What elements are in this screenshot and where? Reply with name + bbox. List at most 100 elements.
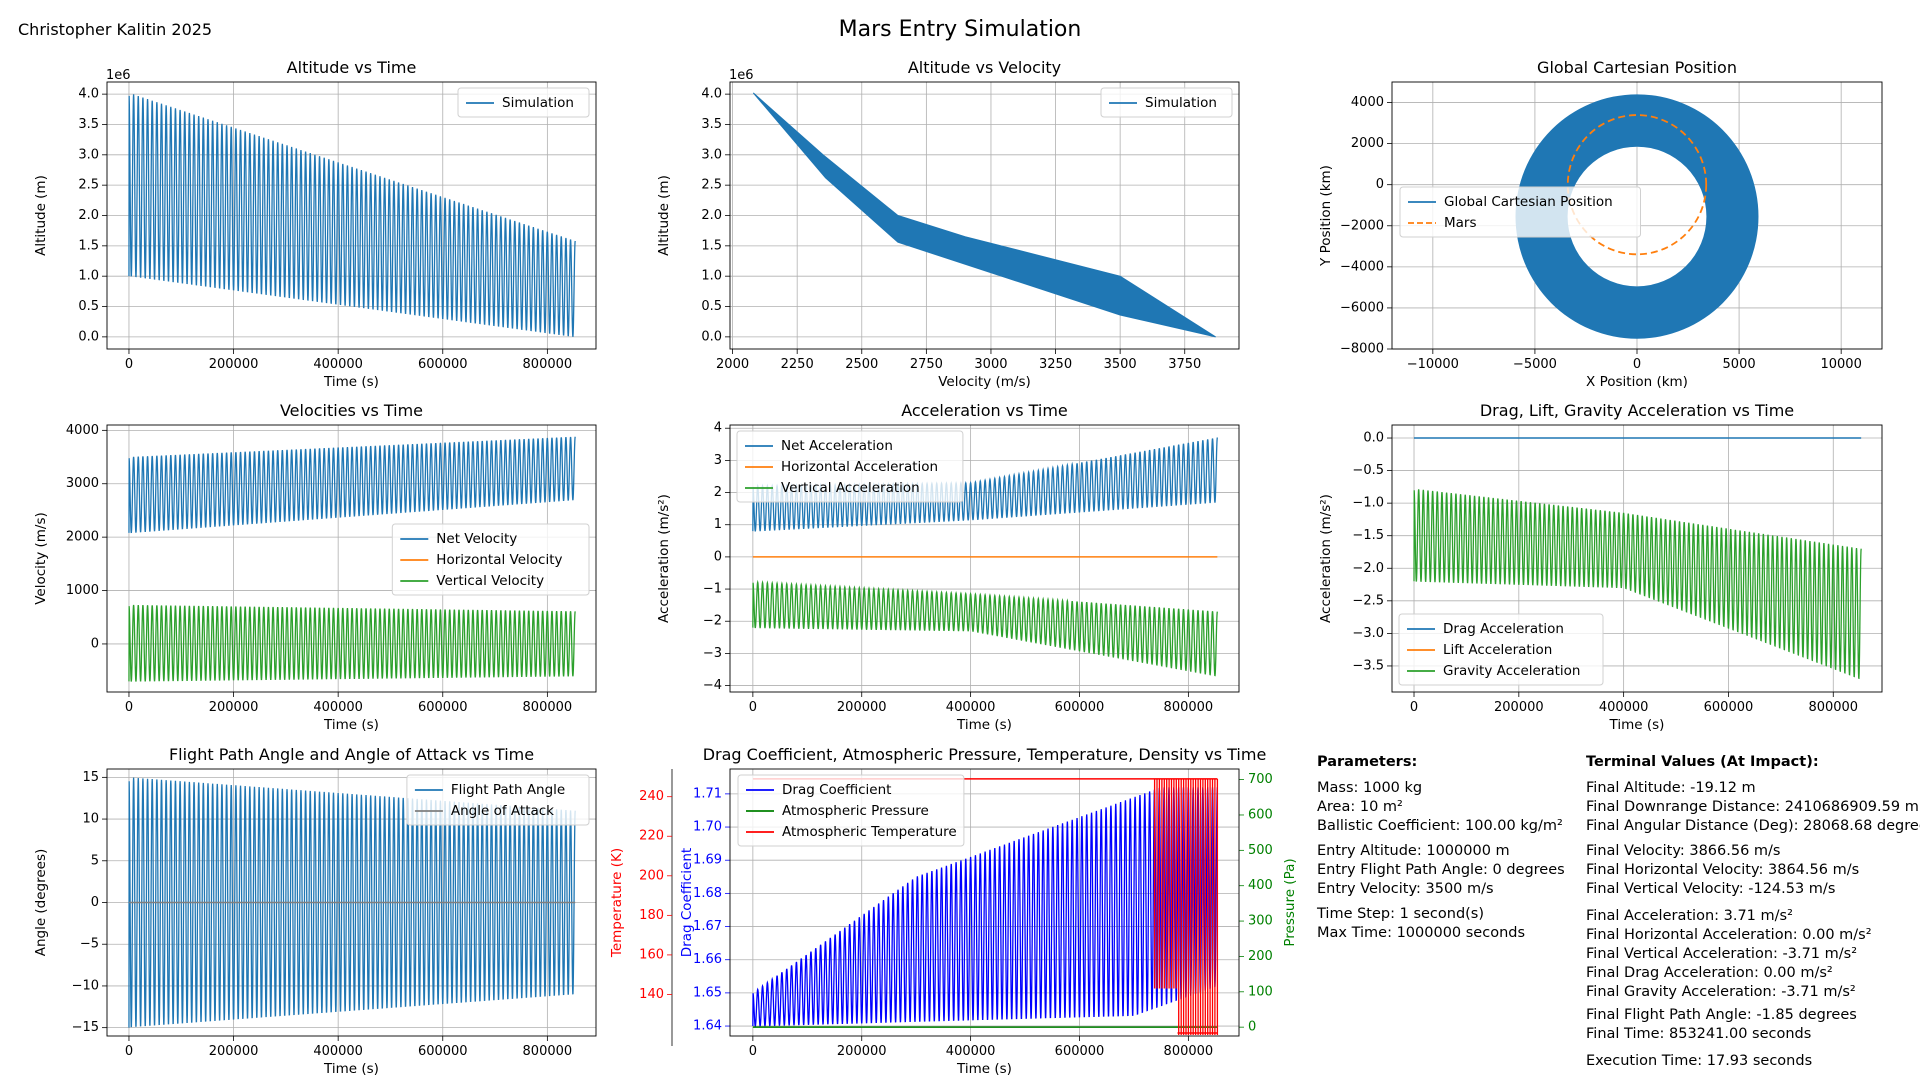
legend-label: Drag Acceleration <box>1443 621 1564 637</box>
chart-title: Flight Path Angle and Angle of Attack vs… <box>169 745 534 764</box>
y-tick-label: 2.5 <box>701 178 722 193</box>
y-tick-label: −1 <box>703 582 722 597</box>
chart-alt-time: 0 200000 400000 600000 800000 0.0 0.5 1.0 1.5 2.0… <box>33 58 596 390</box>
param-line: Max Time: 1000000 seconds <box>1317 924 1525 943</box>
y-tick-label: 5 <box>91 853 99 868</box>
y-axis-label: Acceleration (m/s²) <box>656 494 672 623</box>
y-tick-label: 2.0 <box>701 208 722 223</box>
x-tick-label: 800000 <box>523 357 573 372</box>
legend-label: Net Velocity <box>436 531 517 547</box>
x-tick-label: 200000 <box>1494 700 1544 715</box>
x-tick-label: 600000 <box>418 700 468 715</box>
y-tick-label: 1.65 <box>693 985 722 1000</box>
y-tick-label: 3.0 <box>701 147 722 162</box>
y-axis-label: Drag Coefficient <box>679 848 695 957</box>
y-tick-label: −1.0 <box>1352 496 1384 511</box>
x-tick-label: 0 <box>125 1044 133 1059</box>
y-tick-label: −0.5 <box>1352 463 1384 478</box>
x-tick-label: 0 <box>749 700 757 715</box>
y-tick-label: −5 <box>80 937 99 952</box>
y-tick-label: 1.69 <box>693 853 722 868</box>
x-tick-label: 800000 <box>523 700 573 715</box>
legend-label: Net Acceleration <box>781 438 893 454</box>
terminal-line: Final Flight Path Angle: -1.85 degrees <box>1586 1006 1857 1025</box>
terminal-line: Final Angular Distance (Deg): 28068.68 d… <box>1586 817 1920 836</box>
y-tick-label: −3 <box>703 646 722 661</box>
y-tick-label: −1.5 <box>1352 528 1384 543</box>
y3-axis-label: Temperature (K) <box>609 848 625 958</box>
x-tick-label: 2500 <box>845 357 878 372</box>
y-tick-label: −2000 <box>1340 218 1384 233</box>
x-tick-label: 2000 <box>716 357 749 372</box>
legend: Global Cartesian Position Mars <box>1400 187 1641 237</box>
x-axis-label: Time (s) <box>323 717 379 733</box>
x-tick-label: 3500 <box>1104 357 1137 372</box>
chart-vel-time: 0 200000 400000 600000 800000 0 1000 2000 3000 40… <box>33 401 596 733</box>
param-line: Time Step: 1 second(s) <box>1317 905 1484 924</box>
x-tick-label: 800000 <box>1164 1044 1214 1059</box>
y-tick-label: 4 <box>714 421 722 436</box>
y2-tick-label: 400 <box>1248 878 1273 893</box>
y-tick-label: 1.66 <box>693 952 722 967</box>
y2-tick-label: 0 <box>1248 1020 1256 1035</box>
x-tick-label: 3000 <box>974 357 1007 372</box>
y2-tick-label: 100 <box>1248 984 1273 999</box>
y2-tick-label: 600 <box>1248 807 1273 822</box>
y-tick-label: 4000 <box>1351 95 1384 110</box>
y-tick-label: −4 <box>703 678 722 693</box>
y-tick-label: 1.67 <box>693 919 722 934</box>
y-tick-label: −3.0 <box>1352 626 1384 641</box>
x-tick-label: 200000 <box>209 357 259 372</box>
x-tick-label: 0 <box>125 700 133 715</box>
x-tick-label: 0 <box>1633 357 1641 372</box>
y-tick-label: 2 <box>714 485 722 500</box>
y3-tick-label: 160 <box>639 947 664 962</box>
x-axis-label: Time (s) <box>1609 717 1665 733</box>
y-tick-label: −3.5 <box>1352 658 1384 673</box>
y-tick-label: 1.5 <box>701 238 722 253</box>
chart-alt-vel: 2000 2250 2500 2750 3000 3250 3500 3750 0.0 0.5 1.… <box>656 58 1239 390</box>
terminal-line: Final Velocity: 3866.56 m/s <box>1586 842 1780 861</box>
y-tick-label: 1.71 <box>693 786 722 801</box>
param-line: Entry Flight Path Angle: 0 degrees <box>1317 861 1565 880</box>
chart-title: Drag, Lift, Gravity Acceleration vs Time <box>1480 401 1794 420</box>
legend-label: Gravity Acceleration <box>1443 663 1581 679</box>
x-tick-label: 200000 <box>837 1044 887 1059</box>
y-tick-label: 3000 <box>66 476 99 491</box>
y-tick-label: 0 <box>714 549 722 564</box>
x-axis-label: X Position (km) <box>1586 374 1688 390</box>
y-axis-label: Acceleration (m/s²) <box>1318 494 1334 623</box>
y-tick-label: −2.0 <box>1352 561 1384 576</box>
chart-atmos-time: 0 200000 400000 600000 800000 1.64 1.65 1.66 1.6… <box>609 745 1298 1077</box>
terminal-line: Final Vertical Velocity: -124.53 m/s <box>1586 880 1835 899</box>
terminal-line: Final Horizontal Velocity: 3864.56 m/s <box>1586 861 1859 880</box>
legend-label: Horizontal Velocity <box>436 552 562 568</box>
legend: Drag Coefficient Atmospheric Pressure Atmo… <box>738 775 964 846</box>
param-line: Area: 10 m² <box>1317 798 1403 817</box>
y-tick-label: 0.0 <box>1363 431 1384 446</box>
y-tick-label: 4.0 <box>701 87 722 102</box>
terminal-line: Final Altitude: -19.12 m <box>1586 779 1756 798</box>
y-tick-label: 10 <box>82 812 99 827</box>
y2-tick-label: 200 <box>1248 949 1273 964</box>
legend: Simulation <box>458 88 589 117</box>
param-line: Ballistic Coefficient: 100.00 kg/m² <box>1317 817 1563 836</box>
y-tick-label: −10 <box>72 978 99 993</box>
y3-tick-label: 140 <box>639 987 664 1002</box>
y-tick-label: −15 <box>72 1020 99 1035</box>
legend-label: Vertical Velocity <box>436 573 544 589</box>
y-tick-label: 0.5 <box>701 299 722 314</box>
legend-label: Simulation <box>1145 95 1217 111</box>
y2-tick-label: 500 <box>1248 843 1273 858</box>
x-tick-label: 400000 <box>1599 700 1649 715</box>
terminal-line: Final Vertical Acceleration: -3.71 m/s² <box>1586 945 1857 964</box>
legend: Drag AccelerationLift AccelerationGravit… <box>1399 614 1603 685</box>
y-tick-label: 2000 <box>66 530 99 545</box>
y-tick-label: 1.68 <box>693 886 722 901</box>
x-tick-label: 600000 <box>418 1044 468 1059</box>
x-tick-label: 10000 <box>1820 357 1861 372</box>
x-tick-label: 400000 <box>313 357 363 372</box>
y-tick-label: 0.5 <box>78 299 99 314</box>
x-tick-label: 400000 <box>313 700 363 715</box>
y-tick-label: 3.5 <box>701 117 722 132</box>
